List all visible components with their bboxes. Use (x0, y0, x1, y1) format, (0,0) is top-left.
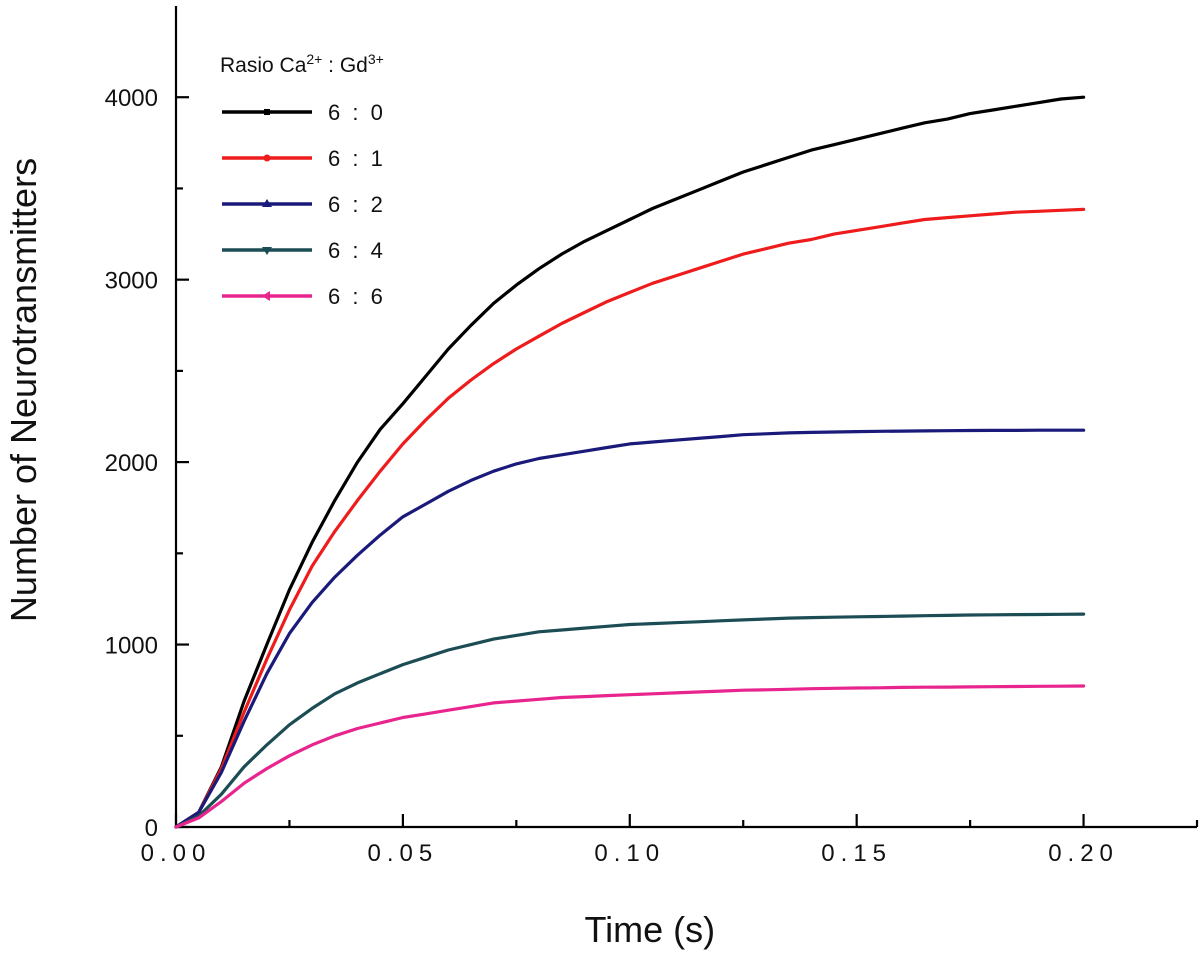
y-tick-label: 3000 (105, 268, 158, 295)
x-tick-label: 0.00 (141, 840, 212, 867)
y-tick-label: 0 (145, 815, 158, 842)
x-tick-label: 0.10 (594, 840, 665, 867)
legend-title-gd-charge: 3+ (368, 51, 384, 67)
legend-marker-circle (263, 154, 271, 162)
legend-title-ca-charge: 2+ (306, 51, 322, 67)
x-tick-label: 0.20 (1048, 840, 1119, 867)
series-line-1 (174, 207, 1086, 829)
legend-label-4: 6 : 6 (328, 284, 386, 309)
legend-marker-triangle-left (262, 291, 270, 301)
axes (174, 6, 1197, 829)
legend-label-2: 6 : 2 (328, 192, 386, 217)
legend-label-1: 6 : 1 (328, 146, 386, 171)
legend-items: 6 : 0 6 : 1 6 : 2 6 : 4 6 : 6 (222, 100, 386, 309)
x-tick-label: 0.15 (821, 840, 892, 867)
legend-marker-square (264, 109, 270, 115)
x-tick-label: 0.05 (368, 840, 439, 867)
legend-label-0: 6 : 0 (328, 100, 386, 125)
series-group (174, 95, 1086, 829)
series-line-4 (174, 684, 1086, 829)
legend-title-ca: Rasio Ca (220, 54, 307, 77)
x-axis-title: Time (s) (584, 909, 715, 950)
legend-marker-triangle-up (262, 199, 272, 207)
x-ticks: 0.00 0.05 0.10 0.15 0.20 (141, 814, 1199, 867)
legend-label-3: 6 : 4 (328, 238, 386, 263)
series-line-0 (174, 95, 1086, 829)
legend-title-gd: : Gd (322, 54, 368, 77)
y-axis-title: Number of Neurotransmitters (3, 158, 44, 622)
series-line-2 (174, 428, 1086, 829)
legend-marker-triangle-down (262, 247, 272, 255)
y-tick-label: 4000 (105, 85, 158, 112)
y-tick-label: 2000 (105, 450, 158, 477)
y-ticks: 0 1000 2000 3000 4000 (105, 85, 189, 842)
series-line-3 (174, 612, 1086, 829)
legend: Rasio Ca2+ : Gd3+ 6 : 06 : 16 : 26 : 46 … (220, 51, 386, 309)
legend-title: Rasio Ca2+ : Gd3+ (220, 51, 384, 77)
y-tick-label: 1000 (105, 633, 158, 660)
